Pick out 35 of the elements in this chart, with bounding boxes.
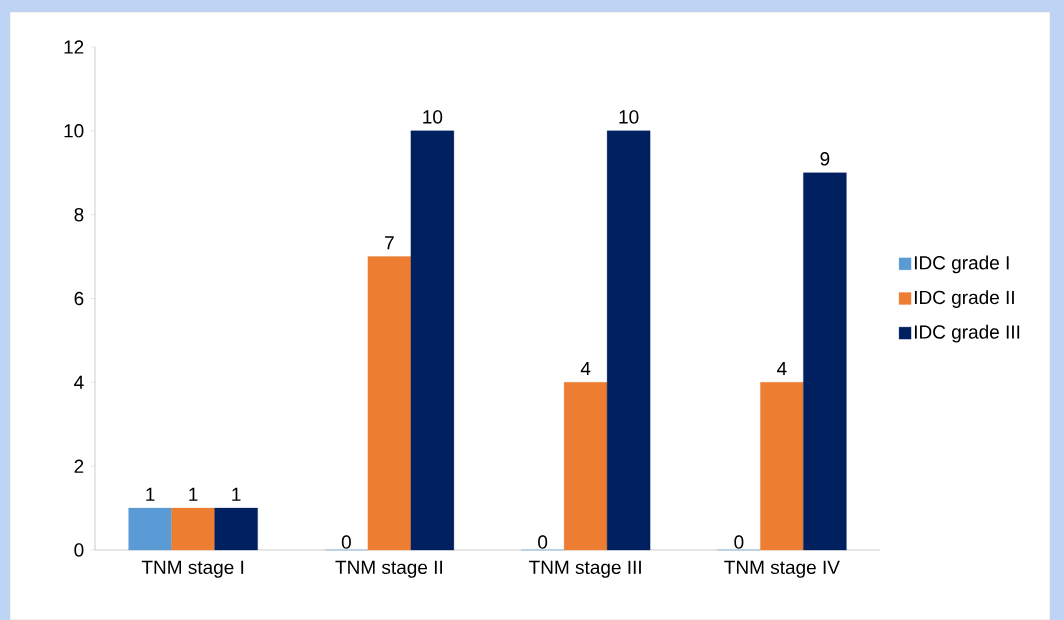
data-label: 0 [341,535,351,549]
data-label: 1 [146,487,155,501]
bar [760,382,804,551]
legend-label: IDC grade III [914,324,1020,343]
data-label: 7 [385,236,394,250]
data-label: 0 [734,535,744,549]
x-tick-label: TNM stage II [335,560,442,578]
bar [214,507,258,551]
bar [563,382,608,551]
y-tick-label: 8 [74,207,84,222]
bar [171,507,215,551]
legend-label: IDC grade II [914,290,1014,308]
data-label: 1 [189,487,198,501]
y-tick-label: 4 [74,375,84,389]
x-tick-label: TNM stage IV [724,560,840,578]
y-tick-label: 0 [74,543,84,557]
bar [803,172,847,551]
bar [367,256,412,551]
data-label: 0 [538,535,548,549]
y-tick-label: 10 [64,124,84,138]
data-label: 10 [423,110,443,124]
data-label: 4 [580,361,591,376]
legend-label: IDC grade I [914,255,1009,274]
bar [410,130,455,551]
data-label: 4 [777,361,787,376]
y-tick-label: 12 [64,40,84,54]
x-tick-label: TNM stage III [529,560,641,578]
bar [606,130,651,551]
data-label: 1 [232,487,241,501]
data-label: 10 [619,110,639,124]
y-tick-label: 2 [74,459,84,473]
x-tick-label: TNM stage I [141,560,244,578]
bar [128,507,172,551]
data-label: 9 [820,151,830,166]
y-tick-label: 6 [74,291,84,306]
